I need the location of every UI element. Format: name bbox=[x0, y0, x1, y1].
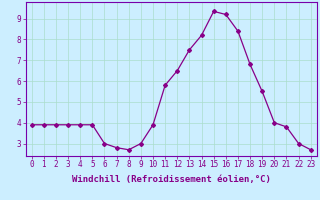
X-axis label: Windchill (Refroidissement éolien,°C): Windchill (Refroidissement éolien,°C) bbox=[72, 175, 271, 184]
